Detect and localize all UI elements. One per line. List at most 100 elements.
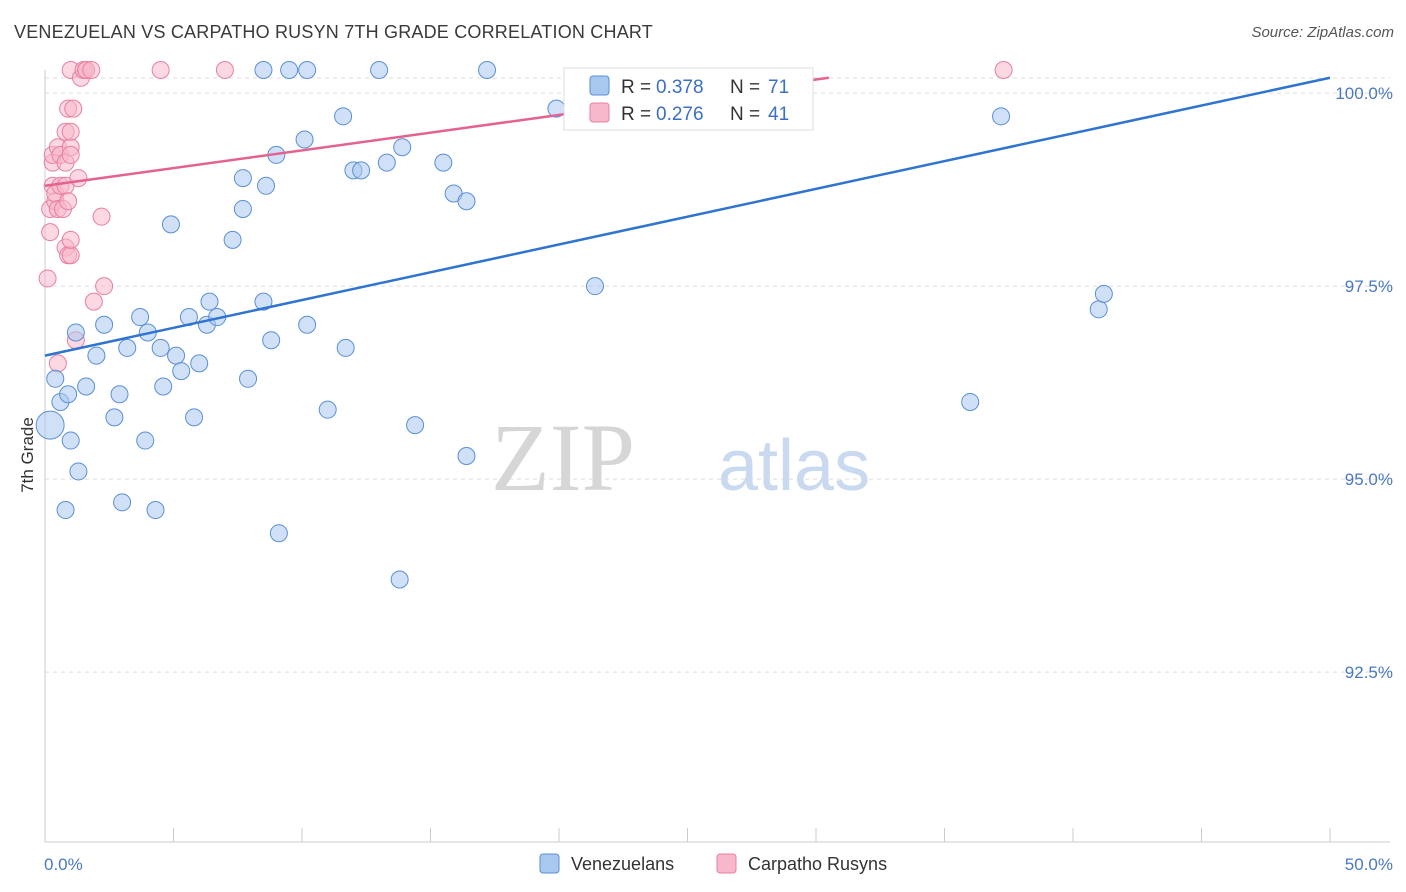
- venezuelans-point-49: [370, 61, 389, 79]
- x-axis-ticks: [44, 828, 1331, 842]
- venezuelans-point-3: [56, 501, 75, 520]
- carpatho-rusyns-point-27: [64, 99, 83, 118]
- venezuelans-point-56: [457, 192, 476, 211]
- venezuelans-point-23: [172, 362, 191, 381]
- venezuelans-point-62: [992, 107, 1011, 126]
- legend-n-label-venezuelans: N =: [730, 77, 760, 98]
- carpatho-rusyns-point-0: [38, 269, 57, 288]
- legend-r-label-venezuelans: R =: [621, 77, 651, 98]
- y-tick-label-0: 92.5%: [1345, 663, 1393, 682]
- bottom-legend-swatch-venezuelans: [539, 853, 560, 874]
- y-tick-label-2: 97.5%: [1345, 277, 1393, 296]
- venezuelans-point-13: [113, 493, 132, 512]
- legend-n-label-carpatho-rusyns: N =: [730, 104, 760, 125]
- y-axis-labels: 92.5% 95.0% 97.5% 100.0%: [1335, 84, 1393, 682]
- venezuelans-point-39: [269, 524, 288, 543]
- y-axis-title: 7th Grade: [18, 417, 37, 493]
- venezuelans-point-33: [239, 369, 258, 388]
- venezuelans-point-12: [110, 385, 129, 404]
- x-tick-label-min: 0.0%: [44, 855, 83, 874]
- venezuelans-point-50: [377, 153, 396, 172]
- venezuelans-point-48: [352, 161, 371, 180]
- venezuelans-point-34: [254, 292, 273, 311]
- venezuelans-point-15: [131, 308, 150, 327]
- venezuelans-point-9: [87, 346, 106, 365]
- venezuelans-point-58: [478, 61, 497, 79]
- chart-title: VENEZUELAN VS CARPATHO RUSYN 7TH GRADE C…: [14, 22, 653, 42]
- y-tick-label-1: 95.0%: [1345, 470, 1393, 489]
- venezuelans-point-26: [190, 354, 209, 373]
- venezuelans-point-5: [61, 431, 80, 450]
- venezuelans-point-31: [233, 199, 252, 218]
- carpatho-rusyns-points: [38, 61, 1013, 373]
- venezuelans-point-16: [136, 431, 155, 450]
- carpatho-rusyns-point-34: [82, 61, 101, 79]
- bottom-legend-label-carpatho-rusyns: Carpatho Rusyns: [748, 854, 887, 874]
- x-tick-label-max: 50.0%: [1345, 855, 1393, 874]
- carpatho-rusyns-point-22: [61, 122, 80, 141]
- venezuelans-point-63: [1089, 300, 1108, 319]
- carpatho-rusyns-point-40: [994, 61, 1013, 79]
- bottom-legend: Venezuelans Carpatho Rusyns: [539, 853, 887, 874]
- carpatho-rusyns-point-1: [41, 223, 60, 242]
- venezuelans-point-41: [295, 130, 314, 149]
- venezuelans-point-45: [334, 107, 353, 126]
- carpatho-rusyns-point-25: [61, 230, 80, 249]
- watermark-atlas: atlas: [718, 426, 870, 506]
- carpatho-rusyns-point-20: [59, 192, 78, 211]
- venezuelans-point-28: [200, 292, 219, 311]
- venezuelans-point-36: [257, 176, 276, 195]
- legend-r-value-carpatho-rusyns: 0.276: [656, 104, 704, 125]
- venezuelans-point-8: [77, 377, 96, 396]
- venezuelans-point-61: [961, 392, 980, 411]
- legend-r-value-venezuelans: 0.378: [656, 77, 704, 98]
- legend-n-value-carpatho-rusyns: 41: [768, 104, 789, 125]
- carpatho-rusyns-point-9: [48, 354, 67, 373]
- venezuelans-point-42: [298, 315, 317, 334]
- venezuelans-point-19: [151, 338, 170, 357]
- venezuelans-point-46: [336, 338, 355, 357]
- venezuelans-point-54: [434, 153, 453, 172]
- venezuelans-point-51: [390, 570, 409, 589]
- legend-swatch-carpatho-rusyns: [589, 102, 610, 123]
- venezuelans-point-7: [69, 462, 88, 481]
- venezuelans-point-30: [223, 230, 242, 249]
- venezuelans-point-37: [262, 331, 281, 350]
- legend-swatch-venezuelans: [589, 75, 610, 96]
- venezuelans-point-1: [46, 369, 65, 388]
- bottom-legend-label-venezuelans: Venezuelans: [571, 854, 674, 874]
- stats-legend: R = 0.378 N = 71 R = 0.276 N = 41: [563, 67, 814, 131]
- venezuelans-points: [35, 61, 1113, 589]
- venezuelans-point-35: [254, 61, 273, 79]
- legend-n-value-venezuelans: 71: [768, 77, 789, 98]
- venezuelans-point-20: [154, 377, 173, 396]
- venezuelans-point-22: [167, 346, 186, 365]
- carpatho-rusyns-point-35: [84, 292, 103, 311]
- bottom-legend-swatch-carpatho-rusyns: [716, 853, 737, 874]
- venezuelans-point-18: [146, 501, 165, 520]
- venezuelans-point-6: [66, 323, 85, 342]
- venezuelans-point-57: [457, 447, 476, 465]
- venezuelans-point-10: [95, 315, 114, 334]
- carpatho-rusyns-point-29: [69, 169, 88, 188]
- venezuelans-point-25: [185, 408, 204, 427]
- venezuelans-point-11: [105, 408, 124, 427]
- watermark: ZIP atlas: [491, 404, 870, 511]
- venezuelans-point-53: [406, 416, 425, 435]
- watermark-zip: ZIP: [491, 404, 635, 511]
- venezuelans-point-14: [118, 338, 137, 357]
- venezuelans-point-0: [35, 410, 65, 440]
- source-credit: Source: ZipAtlas.com: [1251, 24, 1394, 41]
- carpatho-rusyns-point-36: [92, 207, 111, 226]
- carpatho-rusyns-point-39: [215, 61, 234, 79]
- venezuelans-point-52: [393, 138, 412, 157]
- venezuelans-point-4: [59, 385, 78, 404]
- venezuelans-point-60: [585, 277, 604, 296]
- carpatho-rusyns-point-24: [61, 246, 80, 265]
- venezuelans-point-43: [298, 61, 317, 79]
- carpatho-rusyns-point-38: [151, 61, 170, 79]
- venezuelans-point-32: [233, 169, 252, 188]
- venezuelans-point-21: [161, 215, 180, 234]
- carpatho-rusyns-point-37: [95, 277, 114, 296]
